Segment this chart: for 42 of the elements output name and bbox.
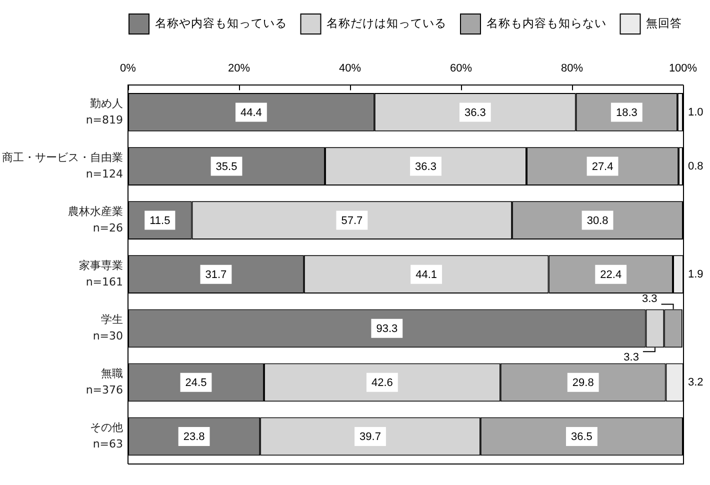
data-label: 22.4 bbox=[600, 268, 622, 281]
x-tick-label: 20% bbox=[228, 62, 250, 75]
data-label: 36.3 bbox=[464, 106, 486, 119]
data-label: 27.4 bbox=[592, 160, 614, 173]
legend-label: 名称だけは知っている bbox=[326, 16, 446, 30]
x-tick-label: 100% bbox=[668, 62, 698, 75]
x-tick-label: 80% bbox=[560, 62, 584, 75]
y-tick-label: その他 n=63 bbox=[90, 421, 123, 451]
data-label: 93.3 bbox=[376, 322, 398, 335]
y-tick-label: 農林水産業 n=26 bbox=[68, 204, 123, 234]
data-label: 39.7 bbox=[360, 431, 381, 444]
y-tick-label: 無職 n=376 bbox=[86, 367, 123, 397]
data-label: 1.0 bbox=[688, 106, 704, 118]
data-label: 3.2 bbox=[688, 376, 704, 388]
y-tick-label: 勤め人 n=819 bbox=[86, 96, 123, 126]
data-label: 18.3 bbox=[616, 106, 638, 119]
y-tick-label: 家事専業 n=161 bbox=[79, 258, 123, 288]
data-label: 1.9 bbox=[688, 268, 704, 280]
data-label: 30.8 bbox=[586, 214, 608, 227]
data-label: 0.8 bbox=[688, 160, 704, 172]
data-label: 31.7 bbox=[205, 268, 227, 281]
legend-label: 名称や内容も知っている bbox=[154, 16, 287, 30]
legend-label: 名称も内容も知らない bbox=[486, 16, 606, 30]
y-tick-label: 学生 n=30 bbox=[92, 313, 123, 342]
data-label: 35.5 bbox=[216, 160, 238, 173]
data-label: 29.8 bbox=[572, 376, 594, 389]
x-tick-label: 0% bbox=[120, 62, 136, 75]
legend-label: 無回答 bbox=[646, 16, 682, 30]
data-label: 44.4 bbox=[240, 106, 262, 119]
data-label: 3.3 bbox=[642, 293, 658, 306]
y-tick-label: 商工・サービス・自由業 n=124 bbox=[2, 150, 123, 180]
x-tick-label: 40% bbox=[338, 62, 362, 75]
data-label: 44.1 bbox=[416, 268, 438, 281]
data-label: 24.5 bbox=[185, 376, 207, 389]
x-tick-label: 60% bbox=[450, 62, 472, 75]
data-label: 3.3 bbox=[624, 352, 639, 364]
data-label: 11.5 bbox=[150, 214, 170, 227]
data-label: 23.8 bbox=[183, 431, 205, 444]
data-label: 57.7 bbox=[341, 214, 363, 227]
data-label: 36.5 bbox=[571, 431, 592, 444]
data-label: 42.6 bbox=[371, 376, 393, 389]
data-label: 36.3 bbox=[415, 160, 436, 173]
